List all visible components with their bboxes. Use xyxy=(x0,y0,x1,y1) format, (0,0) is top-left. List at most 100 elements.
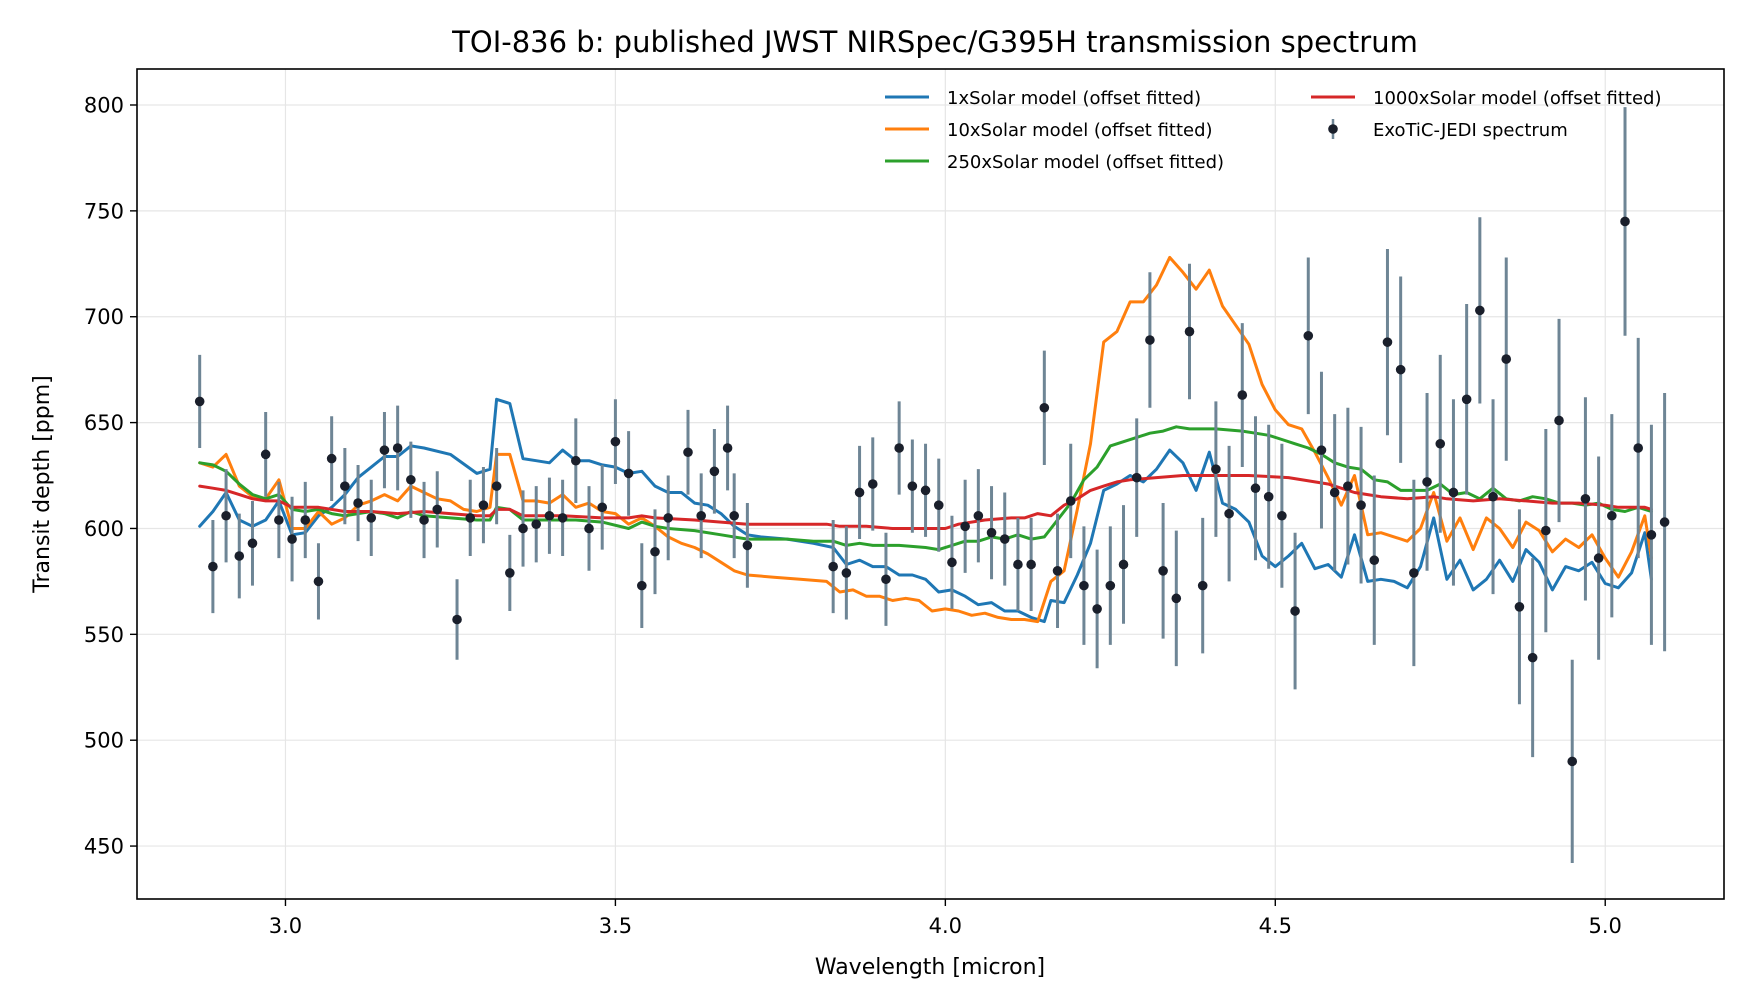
data-point xyxy=(1237,390,1248,400)
data-point xyxy=(1316,445,1327,455)
data-point xyxy=(571,455,581,466)
legend-label-data: ExoTiC-JEDI spectrum xyxy=(1373,120,1568,141)
y-tick-label: 700 xyxy=(84,305,124,329)
data-point xyxy=(650,546,660,557)
data-point xyxy=(933,500,944,510)
data-point xyxy=(960,521,970,532)
data-point xyxy=(1567,756,1578,767)
data-point xyxy=(841,568,852,578)
data-point xyxy=(1607,510,1617,521)
data-point xyxy=(392,443,403,453)
data-point xyxy=(1118,559,1129,570)
data-point xyxy=(557,513,568,523)
y-tick-label: 600 xyxy=(84,517,124,541)
data-point xyxy=(623,468,634,479)
data-point xyxy=(353,498,363,508)
data-point xyxy=(1448,487,1459,498)
data-point xyxy=(1501,354,1512,364)
data-point xyxy=(478,500,489,510)
data-point xyxy=(300,515,311,525)
data-point xyxy=(1079,580,1089,591)
data-point xyxy=(1633,443,1644,453)
legend-label-solar1: 1xSolar model (offset fitted) xyxy=(947,88,1201,109)
data-points xyxy=(194,216,1670,767)
data-point xyxy=(1646,530,1657,540)
data-point xyxy=(465,513,476,523)
chart-title: TOI-836 b: published JWST NIRSpec/G395H … xyxy=(451,25,1418,59)
data-point xyxy=(683,447,693,458)
data-point xyxy=(1250,483,1261,494)
data-point xyxy=(287,534,297,544)
data-point xyxy=(947,557,957,568)
data-point xyxy=(1541,525,1551,536)
plot-frame xyxy=(136,68,1725,900)
data-point xyxy=(1026,559,1036,570)
data-point xyxy=(1197,580,1208,591)
data-point xyxy=(234,551,245,561)
data-point xyxy=(610,436,621,447)
data-point xyxy=(544,510,555,521)
data-point xyxy=(854,487,865,498)
data-point xyxy=(584,523,594,534)
model-lines xyxy=(198,255,1653,624)
data-point xyxy=(696,510,706,521)
data-point xyxy=(491,481,502,491)
data-point xyxy=(531,519,542,530)
y-tick-label: 450 xyxy=(84,835,124,859)
data-point xyxy=(1184,326,1195,337)
data-point xyxy=(920,485,931,496)
data-point xyxy=(221,510,231,521)
data-point xyxy=(1039,402,1050,413)
y-tick-label: 800 xyxy=(84,93,124,117)
data-point xyxy=(366,513,377,523)
data-point xyxy=(1422,477,1432,487)
data-point xyxy=(729,510,739,521)
data-point xyxy=(432,504,443,515)
data-point xyxy=(1382,337,1393,347)
x-tick-label: 4.0 xyxy=(929,914,962,938)
x-axis-label: Wavelength [micron] xyxy=(815,955,1045,980)
data-point xyxy=(1013,559,1023,570)
data-point xyxy=(208,561,218,572)
y-tick-label: 550 xyxy=(84,623,124,647)
data-point xyxy=(1158,566,1168,576)
data-point xyxy=(1620,216,1630,227)
data-point xyxy=(274,515,284,525)
data-point xyxy=(505,568,515,578)
data-point xyxy=(1395,364,1406,375)
y-tick-label: 650 xyxy=(84,411,124,435)
data-point xyxy=(1065,496,1076,506)
data-point xyxy=(999,534,1010,544)
legend: 1xSolar model (offset fitted) 10xSolar m… xyxy=(885,88,1661,173)
model-line-1 xyxy=(198,397,1653,624)
data-point xyxy=(1527,652,1538,663)
data-point xyxy=(986,527,997,538)
data-point xyxy=(828,561,838,572)
x-tick-label: 3.0 xyxy=(269,914,302,938)
data-point xyxy=(1461,394,1472,405)
data-point xyxy=(406,474,416,485)
data-point xyxy=(1224,508,1234,519)
grid-lines xyxy=(137,69,1724,899)
data-point xyxy=(1303,330,1314,341)
x-tick-label: 4.5 xyxy=(1259,914,1292,938)
data-point xyxy=(419,515,429,525)
legend-label-solar250: 250xSolar model (offset fitted) xyxy=(947,152,1224,173)
data-point xyxy=(1554,415,1564,426)
y-tick-label: 750 xyxy=(84,199,124,223)
data-point xyxy=(722,443,733,453)
data-point xyxy=(194,396,205,407)
data-point xyxy=(1659,517,1670,527)
data-point xyxy=(1488,491,1498,502)
data-point xyxy=(1580,494,1591,504)
data-point xyxy=(663,513,673,523)
data-point xyxy=(1092,604,1102,614)
data-point xyxy=(1356,500,1366,510)
data-point xyxy=(1514,602,1525,612)
data-point xyxy=(1052,566,1063,576)
data-point xyxy=(1171,593,1182,604)
data-point xyxy=(1105,580,1116,591)
legend-label-solar1000: 1000xSolar model (offset fitted) xyxy=(1373,88,1661,109)
data-point xyxy=(1263,491,1274,502)
